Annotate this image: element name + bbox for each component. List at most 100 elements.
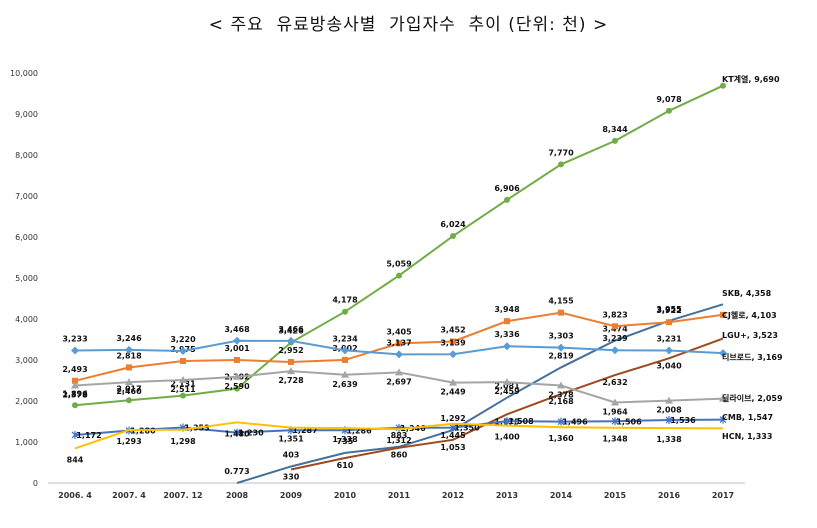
- series-line-4: [290, 337, 724, 471]
- data-label: 2,639: [332, 380, 358, 389]
- data-point: [233, 428, 241, 437]
- data-label: 5,059: [386, 260, 412, 269]
- x-tick-label: 2006. 4: [58, 491, 92, 500]
- x-tick-label: 2012: [442, 491, 464, 500]
- data-point: [396, 272, 402, 279]
- y-tick-label: 2,000: [15, 397, 38, 406]
- data-point: [611, 398, 619, 406]
- data-label: 3,336: [494, 330, 520, 339]
- data-label: 1,445: [440, 431, 466, 440]
- data-point: [71, 346, 79, 355]
- data-point: [125, 378, 133, 386]
- data-label: 610: [337, 461, 354, 470]
- series-label: 딜라이브, 2,059: [722, 393, 783, 403]
- series-label: KT계열, 9,690: [722, 74, 780, 84]
- data-point: [665, 396, 673, 404]
- data-point: [234, 356, 240, 363]
- data-point: [71, 430, 79, 439]
- data-point: [287, 367, 295, 375]
- y-tick-label: 9,000: [15, 110, 38, 119]
- data-label: 2,728: [278, 376, 304, 385]
- x-tick-label: 2015: [604, 491, 627, 500]
- data-label: 2,008: [656, 406, 682, 415]
- data-label: 1,280: [130, 427, 156, 436]
- data-point: [449, 378, 457, 386]
- series-label: CJ헬로, 4,103: [722, 310, 777, 320]
- data-point: [449, 350, 457, 359]
- data-label: 1,292: [440, 414, 465, 423]
- data-point: [666, 107, 672, 114]
- data-point: [126, 397, 132, 404]
- data-point: [396, 340, 402, 347]
- data-label: 1,338: [332, 435, 358, 444]
- data-label: 2,819: [548, 351, 574, 360]
- data-point: [719, 415, 727, 424]
- series-label: LGU+, 3,523: [722, 331, 778, 340]
- data-label: 1,172: [76, 431, 101, 440]
- data-label: 1,360: [548, 434, 574, 443]
- data-label: 1,480: [224, 429, 250, 438]
- data-label: 4,155: [548, 297, 574, 306]
- data-label: 1,350: [454, 424, 480, 433]
- x-tick-label: 2009: [280, 491, 303, 500]
- data-point: [180, 392, 186, 399]
- x-tick-label: 2007. 12: [163, 491, 202, 500]
- data-label: 1,286: [346, 426, 372, 435]
- data-label: 3,040: [656, 361, 682, 370]
- data-point: [126, 364, 132, 371]
- data-label: 2,168: [548, 397, 574, 406]
- y-tick-label: 6,000: [15, 233, 38, 242]
- data-point: [557, 381, 565, 389]
- data-point: [503, 342, 511, 351]
- data-label: 7,770: [548, 148, 574, 157]
- data-point: [612, 137, 618, 144]
- data-point: [395, 368, 403, 376]
- data-label: 3,239: [602, 334, 628, 343]
- data-label: 1,053: [440, 443, 465, 452]
- data-point: [234, 385, 240, 392]
- data-point: [719, 394, 727, 402]
- data-point: [125, 345, 133, 354]
- data-label: 1,348: [602, 435, 628, 444]
- y-tick-label: 4,000: [15, 315, 38, 324]
- data-point: [611, 346, 619, 355]
- data-point: [72, 402, 78, 409]
- data-label: 2,511: [170, 385, 196, 394]
- data-point: [180, 358, 186, 365]
- data-label: 2,131: [170, 380, 196, 389]
- data-label: 3,452: [440, 325, 465, 334]
- data-point: [179, 376, 187, 384]
- data-label: 2,017: [116, 384, 141, 393]
- data-point: [720, 82, 726, 89]
- data-label: 3,955: [656, 305, 682, 314]
- x-tick-label: 2010: [334, 491, 357, 500]
- x-tick-label: 2017: [712, 491, 734, 500]
- data-label: 1,312: [386, 436, 411, 445]
- data-label: 3,231: [656, 335, 682, 344]
- series-line-8: [74, 421, 724, 450]
- series-line-2: [236, 303, 724, 484]
- series-label: CMB, 1,547: [722, 413, 773, 422]
- data-point: [558, 309, 564, 316]
- data-label: 2,460: [116, 387, 142, 396]
- y-tick-label: 5,000: [15, 274, 38, 283]
- data-label: 2,952: [278, 346, 303, 355]
- data-label: 4,178: [332, 296, 358, 305]
- data-label: 2,632: [602, 378, 627, 387]
- x-tick-label: 2016: [658, 491, 681, 500]
- data-point: [71, 381, 79, 389]
- data-label: 330: [283, 472, 300, 481]
- data-point: [341, 346, 349, 355]
- data-label: 3,246: [116, 334, 142, 343]
- data-label: 3,405: [386, 327, 412, 336]
- data-point: [503, 378, 511, 386]
- y-tick-label: 10,000: [10, 69, 38, 78]
- data-label: 2,378: [548, 391, 574, 400]
- data-label: 2,818: [116, 351, 142, 360]
- data-label: 9,078: [656, 95, 682, 104]
- y-tick-label: 8,000: [15, 151, 38, 160]
- data-label: 860: [391, 451, 408, 460]
- data-point: [557, 343, 565, 352]
- y-tick-label: 7,000: [15, 192, 38, 201]
- data-label: 1,400: [494, 433, 520, 442]
